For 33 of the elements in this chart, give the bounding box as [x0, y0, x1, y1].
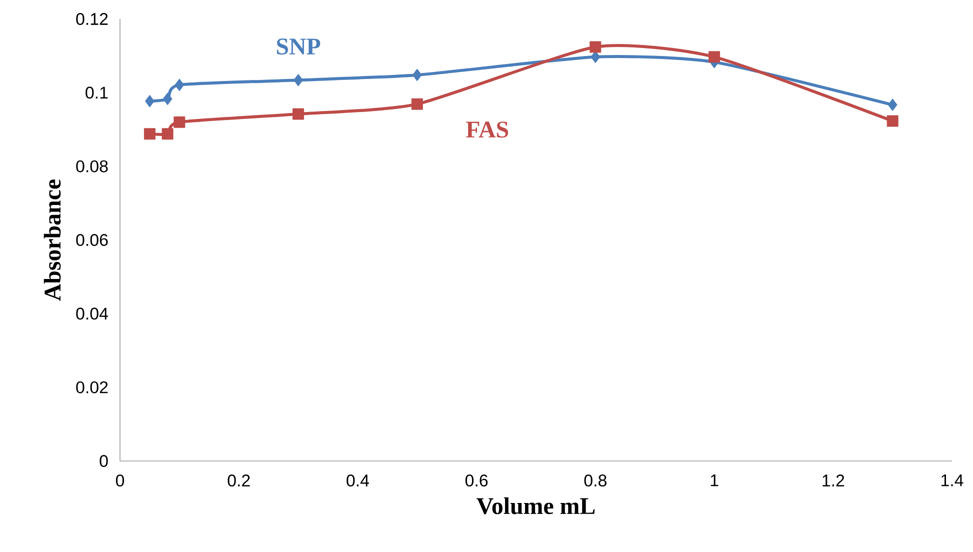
point	[174, 78, 184, 92]
x-tick-label: 0.6	[465, 474, 488, 487]
series-label: FAS	[466, 122, 508, 138]
point	[144, 94, 154, 108]
point	[292, 108, 304, 120]
y-tick-label: 0.12	[76, 12, 108, 25]
x-tick-label: 0.4	[346, 474, 369, 487]
y-axis-title: Absorbance	[44, 180, 61, 301]
y-tick-label: 0.06	[76, 234, 108, 246]
point	[412, 68, 422, 82]
x-tick-label: 1.2	[822, 474, 844, 486]
y-tick-label: 0	[100, 454, 108, 467]
point	[294, 74, 304, 86]
y-tick-label: 0.08	[76, 160, 108, 172]
point	[888, 98, 898, 112]
x-tick-label: 0	[116, 474, 124, 487]
x-axis-title: Volume mL	[476, 497, 595, 514]
y-tick-label: 0.02	[76, 381, 108, 394]
x-tick-label: 0.8	[584, 474, 606, 487]
point	[886, 115, 898, 127]
point	[162, 92, 172, 106]
y-tick-label: 0.1	[86, 86, 108, 99]
point	[708, 51, 720, 63]
x-tick-label: 1	[710, 474, 718, 486]
x-tick-label: 0.2	[228, 474, 250, 487]
y-tick-label: 0.04	[76, 308, 108, 320]
point	[590, 41, 602, 53]
point	[174, 116, 186, 128]
point	[162, 128, 174, 140]
x-tick-label: 1.4	[942, 474, 964, 486]
point	[144, 128, 156, 140]
series-label: SNP	[276, 38, 320, 55]
point	[411, 98, 423, 110]
